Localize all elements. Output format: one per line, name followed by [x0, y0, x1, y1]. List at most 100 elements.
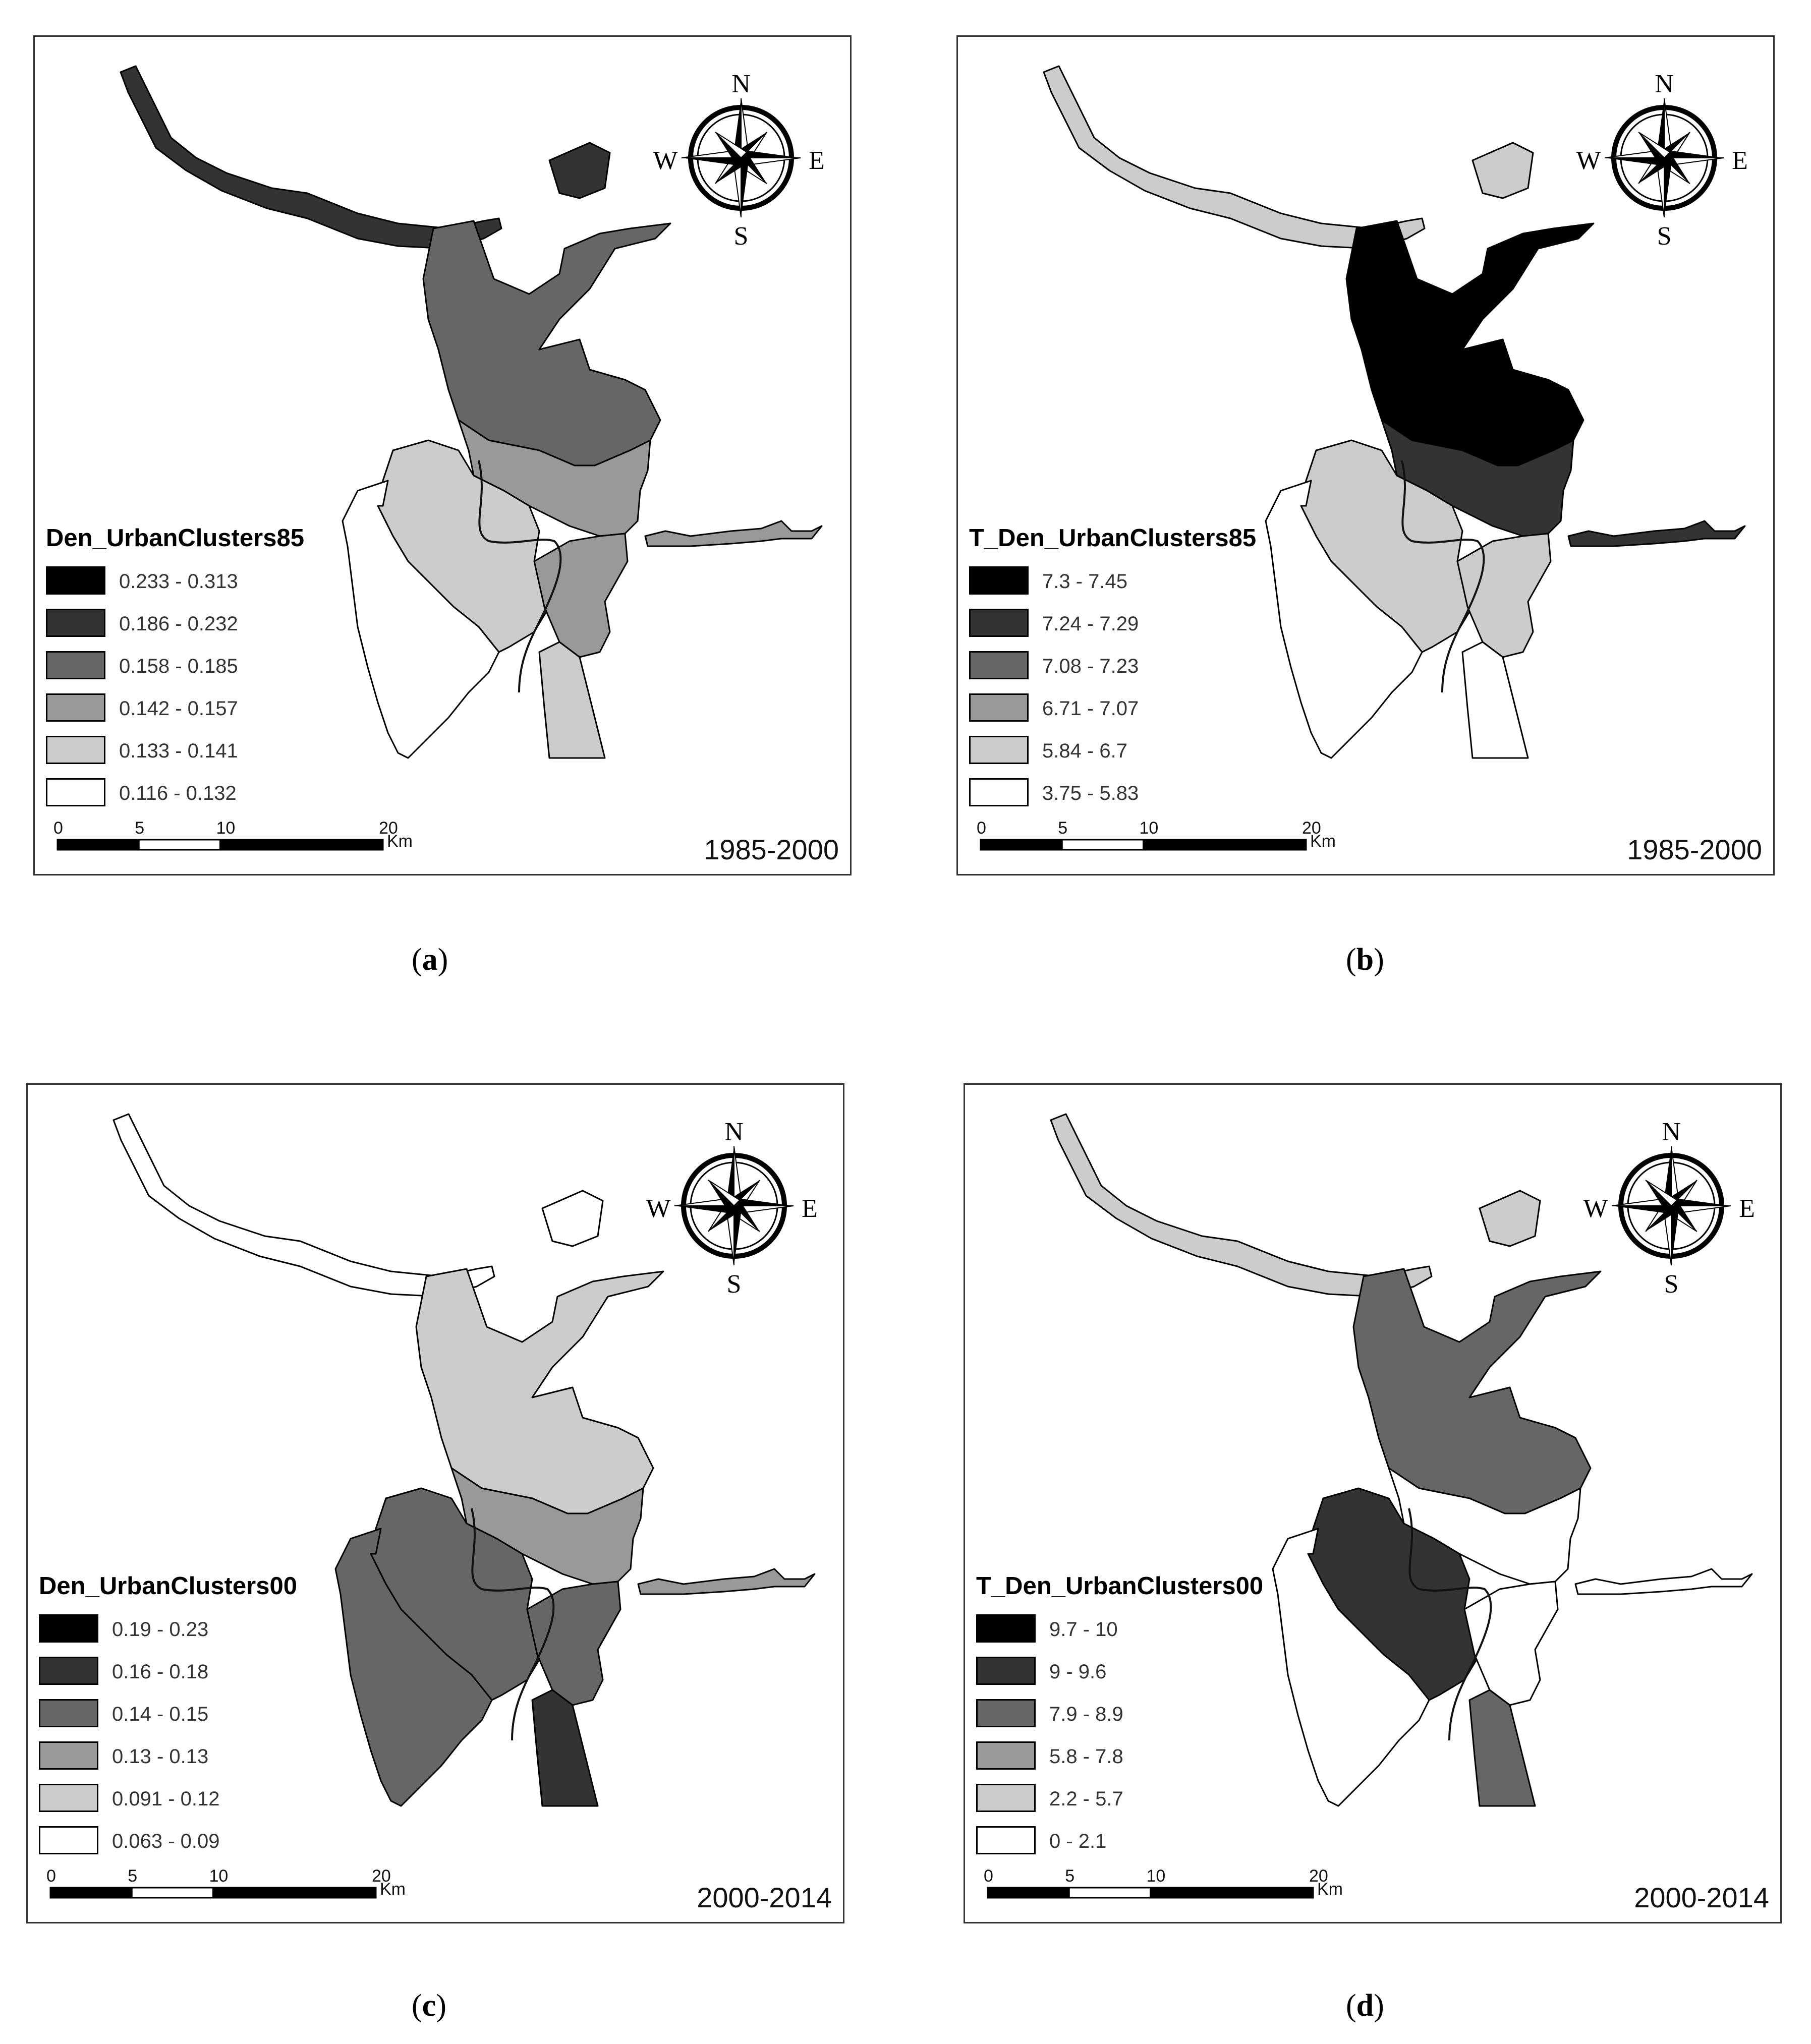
urban-zone-west: [1265, 480, 1423, 759]
river-line: [478, 460, 562, 693]
legend-swatch: [46, 566, 105, 595]
urban-zone-spike: [538, 641, 606, 759]
urban-zone-eastarm: [1574, 1568, 1753, 1595]
scale-tick-label: 20: [372, 1866, 391, 1886]
compass-e-label: E: [1732, 146, 1748, 175]
river-line: [1408, 1508, 1492, 1741]
legend-label: 0.13 - 0.13: [112, 1745, 209, 1768]
legend-label: 0.142 - 0.157: [119, 697, 238, 720]
urban-zone-eastarm: [644, 520, 823, 547]
compass-n-label: N: [731, 70, 751, 98]
river-line: [471, 1508, 555, 1741]
legend-label: 0.116 - 0.132: [119, 782, 237, 804]
compass-e-label: E: [1739, 1194, 1755, 1223]
legend-swatch: [39, 1657, 98, 1685]
urban-zone-eastarm: [1567, 520, 1746, 547]
scale-unit-label: Km: [1310, 832, 1336, 851]
urban-zone-north: [1345, 220, 1595, 466]
compass-e-label: E: [802, 1194, 818, 1223]
legend-label: 7.9 - 8.9: [1049, 1703, 1123, 1725]
compass-s-label: S: [727, 1270, 742, 1299]
legend-label: 9.7 - 10: [1049, 1618, 1118, 1641]
legend-label: 3.75 - 5.83: [1042, 782, 1139, 804]
urban-zone-southeast: [1463, 1581, 1559, 1706]
scale-bar-segment: [980, 839, 1063, 851]
urban-zone-spike: [1468, 1689, 1536, 1807]
legend-swatch: [969, 778, 1029, 806]
scale-tick-label: 0: [984, 1866, 993, 1886]
scale-tick-label: 10: [1147, 1866, 1166, 1886]
legend-swatch: [976, 1699, 1036, 1727]
legend-swatch: [976, 1741, 1036, 1770]
scale-bar-segment: [1068, 1887, 1151, 1899]
legend-label: 6.71 - 7.07: [1042, 697, 1139, 720]
north-arrow-icon: N S E W: [1583, 1118, 1755, 1299]
scale-tick-label: 5: [135, 819, 144, 838]
scale-unit-label: Km: [380, 1880, 406, 1899]
scale-bar-segment: [131, 1887, 214, 1899]
compass-w-label: W: [1583, 1194, 1608, 1223]
compass-w-label: W: [646, 1194, 670, 1223]
compass-n-label: N: [1662, 1118, 1681, 1146]
scale-tick-label: 20: [1309, 1866, 1328, 1886]
urban-zone-spike: [1461, 641, 1529, 759]
urban-zone-northarm: [1050, 1113, 1433, 1298]
legend-swatch: [46, 693, 105, 722]
urban-zone-southeast: [526, 1581, 621, 1706]
scale-bar-segment: [987, 1887, 1070, 1899]
urban-zone-nenub: [541, 1190, 604, 1247]
legend-label: 0.133 - 0.141: [119, 740, 238, 762]
period-label: 2000-2014: [697, 1882, 832, 1913]
map-panel-a: N S E W 0 5 10 20 Km Den_UrbanClusters85 0.233 -…: [33, 35, 852, 875]
legend-title: T_Den_UrbanClusters85: [969, 524, 1257, 552]
map-panel-b: N S E W 0 5 10 20 Km T_Den_UrbanClusters85 7.3 -…: [956, 35, 1775, 875]
legend-swatch: [39, 1784, 98, 1812]
legend-swatch: [976, 1657, 1036, 1685]
urban-zone-eastarm: [637, 1568, 816, 1595]
scale-tick-label: 0: [53, 819, 63, 838]
legend-swatch: [969, 651, 1029, 679]
urban-zone-southeast: [533, 533, 629, 658]
urban-zone-north: [415, 1268, 664, 1514]
scale-tick-label: 0: [46, 1866, 56, 1886]
legend-label: 0.186 - 0.232: [119, 613, 238, 635]
legend-label: 9 - 9.6: [1049, 1661, 1107, 1683]
urban-zone-northarm: [112, 1113, 495, 1298]
legend-label: 7.24 - 7.29: [1042, 613, 1139, 635]
scale-tick-label: 20: [379, 819, 398, 838]
legend-label: 5.8 - 7.8: [1049, 1745, 1123, 1768]
urban-zone-west: [342, 480, 500, 759]
compass-s-label: S: [1664, 1270, 1679, 1299]
legend-label: 2.2 - 5.7: [1049, 1788, 1123, 1810]
period-label: 1985-2000: [704, 834, 839, 865]
scale-bar-segment: [1150, 1887, 1314, 1899]
urban-zone-north: [1352, 1268, 1602, 1514]
north-arrow-icon: N S E W: [1576, 70, 1747, 251]
legend-title: Den_UrbanClusters00: [39, 1572, 297, 1600]
scale-bar-segment: [49, 1887, 133, 1899]
legend-label: 5.84 - 6.7: [1042, 740, 1128, 762]
urban-zone-west: [1272, 1528, 1430, 1807]
legend-title: T_Den_UrbanClusters00: [976, 1572, 1264, 1600]
north-arrow-icon: N S E W: [646, 1118, 817, 1299]
legend-swatch: [46, 609, 105, 637]
compass-n-label: N: [1655, 70, 1674, 98]
scale-tick-label: 20: [1302, 819, 1321, 838]
urban-zone-west: [334, 1528, 493, 1807]
urban-zone-nenub: [1472, 142, 1534, 199]
compass-w-label: W: [1576, 146, 1601, 175]
legend-swatch: [39, 1614, 98, 1643]
scale-bar-segment: [1061, 839, 1144, 851]
legend-swatch: [969, 736, 1029, 764]
legend-swatch: [976, 1826, 1036, 1854]
scale-tick-label: 5: [1058, 819, 1067, 838]
urban-zone-nenub: [548, 142, 611, 199]
legend-label: 7.08 - 7.23: [1042, 655, 1139, 677]
compass-e-label: E: [809, 146, 825, 175]
caption-a: (a): [412, 943, 448, 977]
scale-bar-segment: [56, 839, 140, 851]
urban-zone-spike: [531, 1689, 599, 1807]
